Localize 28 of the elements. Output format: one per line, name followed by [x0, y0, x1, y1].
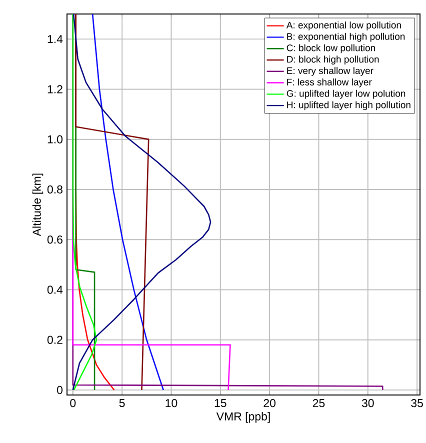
x-tick-label: 10	[166, 399, 178, 408]
legend-label: G: uplifted layer low polution	[286, 90, 406, 99]
y-tick-label: 1.2	[48, 85, 62, 94]
x-tick-label: 30	[362, 399, 374, 408]
x-tick-label: 25	[312, 399, 325, 408]
legend-label: E: very shallow layer	[287, 67, 374, 76]
x-tick-label: 20	[264, 399, 276, 408]
x-axis-title: VMR [ppb]	[216, 412, 270, 423]
y-tick-label: 0.4	[47, 286, 63, 294]
legend-label: H: uplifted layer high pollution	[287, 101, 410, 110]
y-tick-label: 0.6	[47, 236, 62, 244]
legend-label: A: exponential low pollution	[286, 21, 401, 30]
y-tick-label: 0.8	[47, 185, 62, 194]
legend-label: C: block low pollution	[286, 44, 375, 54]
line-series	[75, 14, 150, 391]
y-tick-label: 1.0	[48, 135, 63, 144]
legend-label: D: block high pollution	[287, 56, 379, 65]
legend-label: F: less shallow layer	[287, 78, 372, 88]
line-series	[92, 14, 164, 391]
y-tick-label: 1.4	[48, 35, 63, 44]
y-tick-label: 0	[57, 386, 63, 394]
legend-label: B: exponential high pollution	[287, 32, 405, 42]
y-axis-title: Altitude [km]	[32, 174, 44, 236]
x-tick-label: 5	[119, 399, 125, 408]
x-tick-label: 0	[70, 399, 76, 408]
x-tick-label: 15	[214, 399, 226, 408]
x-tick-label: 35	[411, 399, 423, 408]
y-tick-label: 0.2	[47, 336, 62, 344]
